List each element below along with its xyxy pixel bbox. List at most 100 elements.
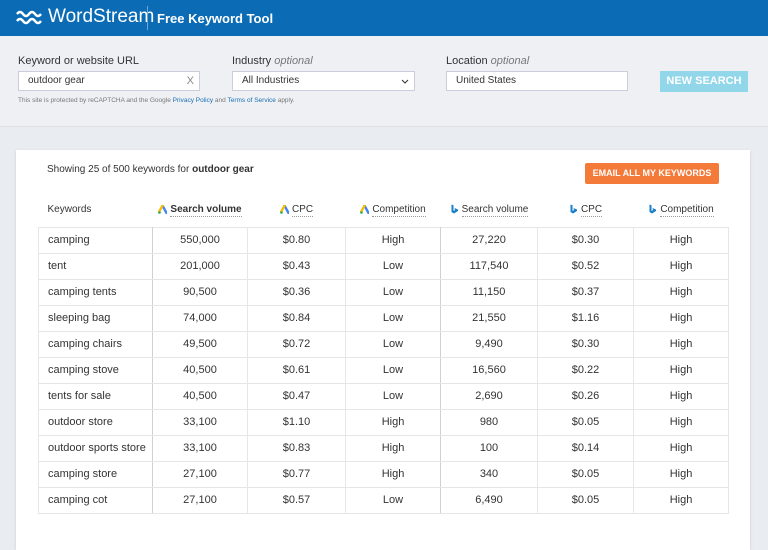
cell: High — [633, 357, 729, 384]
column-title: Competition — [660, 204, 714, 217]
new-search-button[interactable]: NEW SEARCH — [660, 71, 748, 92]
cell: High — [633, 383, 729, 410]
table-row: camping store 27,100 $0.77 High 340 $0.05 High — [38, 461, 729, 488]
cell: $0.83 — [247, 435, 346, 462]
cell: High — [633, 227, 729, 254]
cell: High — [633, 331, 729, 358]
google-ads-icon — [158, 204, 169, 215]
optional: optional — [274, 55, 313, 67]
notice-text: and — [214, 97, 226, 104]
keyword: camping tents — [38, 279, 153, 306]
terms-link[interactable]: Terms of Service — [227, 97, 276, 104]
cell: 27,220 — [440, 227, 538, 254]
cell: High — [633, 435, 729, 462]
column-header: CPC — [248, 192, 346, 228]
industry-value: All Industries — [242, 75, 300, 86]
cell: 340 — [440, 461, 538, 488]
cell: $1.16 — [537, 305, 634, 332]
cell: Low — [345, 487, 441, 514]
header: WordStream Free Keyword Tool — [0, 0, 768, 36]
cell: $0.57 — [247, 487, 346, 514]
cell: 100 — [440, 435, 538, 462]
cell: High — [345, 227, 441, 254]
privacy-link[interactable]: Privacy Policy — [172, 97, 214, 104]
cell: High — [633, 279, 729, 306]
table-row: tent 201,000 $0.43 Low 117,540 $0.52 High — [38, 253, 729, 280]
keyword: camping stove — [38, 357, 153, 384]
cell: 6,490 — [440, 487, 538, 514]
email-button[interactable]: EMAIL ALL MY KEYWORDS — [585, 163, 719, 184]
recaptcha-notice: This site is protected by reCAPTCHA and … — [18, 97, 295, 104]
cell: $0.77 — [247, 461, 346, 488]
notice-text: apply. — [277, 97, 295, 104]
cell: 16,560 — [440, 357, 538, 384]
bing-icon — [451, 204, 458, 214]
cell: 201,000 — [152, 253, 248, 280]
cell: 2,690 — [440, 383, 538, 410]
keyword: camping store — [38, 461, 153, 488]
cell: $0.43 — [247, 253, 346, 280]
cell: $0.30 — [537, 227, 634, 254]
cell: High — [345, 409, 441, 436]
column-header: Search volume — [441, 192, 538, 228]
column-header: Keywords — [39, 192, 153, 228]
table-row: outdoor store 33,100 $1.10 High 980 $0.05 High — [38, 409, 729, 436]
keyword: tent — [38, 253, 153, 280]
cell: 40,500 — [152, 383, 248, 410]
cell: High — [633, 461, 729, 488]
cell: 11,150 — [440, 279, 538, 306]
cell: $0.05 — [537, 487, 634, 514]
clear-button[interactable]: X — [186, 75, 194, 87]
cell: Low — [345, 383, 441, 410]
cell: 550,000 — [152, 227, 248, 254]
cell: $0.84 — [247, 305, 346, 332]
cell: High — [633, 305, 729, 332]
cell: $0.05 — [537, 461, 634, 488]
results-card: Showing 25 of 500 keywords for outdoor g… — [16, 150, 750, 550]
table-row: camping stove 40,500 $0.61 Low 16,560 $0.22 Hi… — [38, 357, 729, 384]
divider — [147, 6, 148, 30]
column-header: CPC — [538, 192, 634, 228]
cell: $0.22 — [537, 357, 634, 384]
table-body: camping 550,000 $0.80 High 27,220 $0.30 High te… — [38, 227, 729, 514]
summary-text: Showing 25 of 500 keywords for — [47, 164, 190, 175]
cell: $0.36 — [247, 279, 346, 306]
industry-select[interactable]: All Industries — [232, 71, 415, 91]
keyword: tents for sale — [38, 383, 153, 410]
tool-title: Free Keyword Tool — [157, 11, 274, 26]
table-row: tents for sale 40,500 $0.47 Low 2,690 $0.26 Hi… — [38, 383, 729, 410]
column-title: Keywords — [47, 204, 92, 215]
column-title: Search volume — [170, 204, 242, 217]
table-row: sleeping bag 74,000 $0.84 Low 21,550 $1.16 Hig… — [38, 305, 729, 332]
keyword: outdoor sports store — [38, 435, 153, 462]
query: outdoor gear — [192, 164, 254, 175]
cell: 90,500 — [152, 279, 248, 306]
cell: Low — [345, 331, 441, 358]
table-row: camping chairs 49,500 $0.72 Low 9,490 $0.30 Hi… — [38, 331, 729, 358]
location-label-text: Location — [446, 55, 488, 67]
keyword: camping chairs — [38, 331, 153, 358]
keyword-label: Keyword or website URL — [18, 55, 140, 67]
cell: 9,490 — [440, 331, 538, 358]
keyword-input[interactable]: outdoor gear X — [18, 71, 200, 91]
column-header: Competition — [634, 192, 729, 228]
cell: 21,550 — [440, 305, 538, 332]
google-ads-icon — [279, 204, 290, 215]
cell: $0.37 — [537, 279, 634, 306]
dropdown-arrow — [401, 79, 409, 84]
cell: 27,100 — [152, 487, 248, 514]
table-row: camping 550,000 $0.80 High 27,220 $0.30 High — [38, 227, 729, 254]
cell: High — [345, 435, 441, 462]
brand: WordStream — [48, 6, 155, 27]
column-header: Competition — [346, 192, 441, 228]
cell: 33,100 — [152, 409, 248, 436]
location-input[interactable]: United States — [446, 71, 628, 91]
bing-icon — [649, 204, 657, 214]
table-row: camping cot 27,100 $0.57 Low 6,490 $0.05 High — [38, 487, 729, 514]
notice-text: This site is protected by reCAPTCHA and … — [18, 97, 171, 104]
google-ads-icon — [360, 204, 371, 215]
cell: $0.26 — [537, 383, 634, 410]
column-title: CPC — [291, 204, 314, 217]
cell: High — [633, 487, 729, 514]
